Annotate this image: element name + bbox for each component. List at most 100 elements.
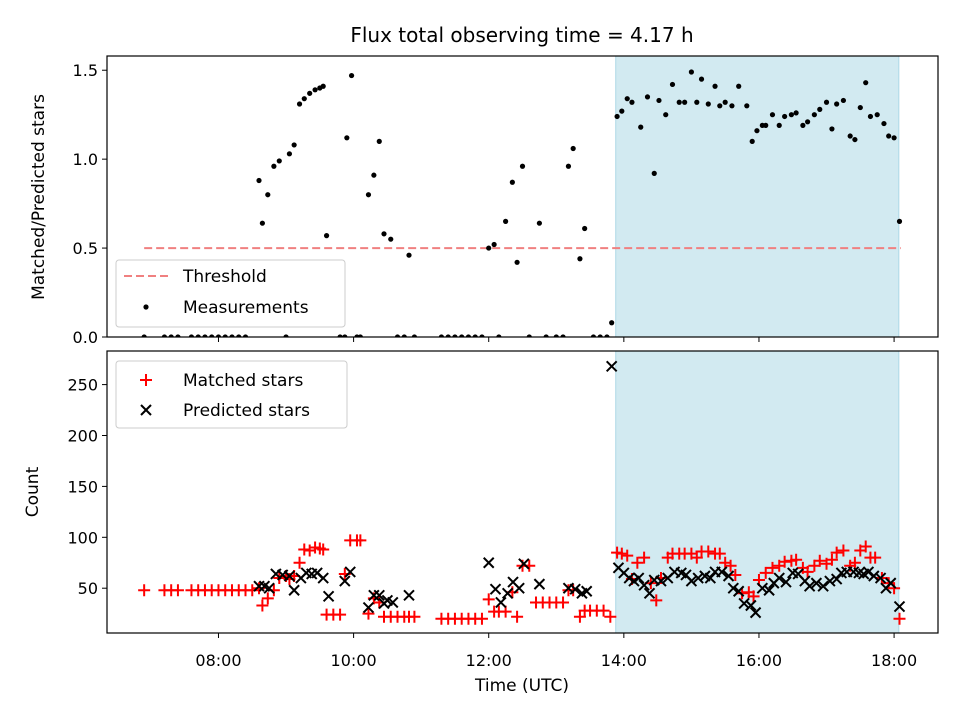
count-legend-box xyxy=(115,360,348,429)
matched-star-point xyxy=(808,559,821,572)
matched-star-point xyxy=(261,592,274,605)
measurement-point xyxy=(886,133,892,139)
measurement-point xyxy=(788,112,794,118)
measurement-point xyxy=(503,218,509,224)
measurement-point xyxy=(519,163,526,169)
measurement-point xyxy=(763,122,769,128)
measurement-point xyxy=(669,81,676,88)
measurement-point xyxy=(394,334,401,337)
measurement-point xyxy=(291,142,297,148)
measurement-point xyxy=(800,122,806,128)
measurements-legend-label: Measurements xyxy=(183,298,309,318)
measurement-point xyxy=(296,101,303,107)
x-tick-label: 12:00 xyxy=(466,651,512,670)
matched-star-point xyxy=(482,593,495,606)
matched-star-point xyxy=(138,584,151,597)
measurement-point xyxy=(590,334,597,337)
measurement-point xyxy=(445,334,451,337)
predicted-star-point xyxy=(580,585,593,597)
y-tick-label: 0.5 xyxy=(73,239,98,258)
matched-star-point xyxy=(690,551,703,564)
measurement-point xyxy=(656,97,662,104)
predicted-star-point xyxy=(893,600,906,613)
measurement-point xyxy=(188,334,195,337)
matched-star-point xyxy=(729,568,742,581)
measurement-point xyxy=(769,112,776,118)
y-tick-label: 150 xyxy=(67,477,98,496)
matched-star-point xyxy=(702,545,715,558)
matched-star-point xyxy=(801,565,814,578)
predicted-star-point xyxy=(317,572,329,584)
ratio-legend: Threshold Measurements xyxy=(115,259,346,328)
predicted-star-point xyxy=(533,578,546,590)
measurement-point xyxy=(381,231,387,237)
measurement-point xyxy=(242,334,249,337)
count-panel-frame xyxy=(106,350,939,634)
measurement-point xyxy=(881,120,887,127)
measurement-point xyxy=(891,135,897,141)
measurement-point xyxy=(202,334,208,337)
matched-star-point xyxy=(747,590,760,603)
measurement-point xyxy=(307,90,313,96)
predicted-star-point xyxy=(655,575,667,587)
measurement-point xyxy=(823,99,830,105)
measurement-point xyxy=(401,334,407,337)
x-tick-label: 10:00 xyxy=(331,651,377,670)
predicted-star-point xyxy=(483,557,495,569)
predicted-star-point xyxy=(518,558,530,570)
measurement-point xyxy=(609,320,615,326)
measurement-point xyxy=(840,97,847,104)
predicted-star-point xyxy=(489,583,502,595)
measurement-point xyxy=(376,138,382,144)
matched-star-point xyxy=(298,543,311,556)
measurement-point xyxy=(320,83,326,89)
matched-star-point xyxy=(759,566,772,579)
predicted-star-point xyxy=(824,575,836,587)
matched-legend-swatch xyxy=(140,374,152,386)
predicted-star-point xyxy=(716,566,728,578)
measurement-point xyxy=(852,136,858,143)
measurement-point xyxy=(265,192,271,198)
matched-star-point xyxy=(354,534,367,547)
measurement-point xyxy=(793,110,799,116)
measurement-point xyxy=(651,170,657,176)
measurement-point xyxy=(676,99,682,105)
measurement-point xyxy=(286,151,293,157)
matched-star-point xyxy=(837,544,850,557)
measurement-point xyxy=(337,334,343,337)
predicted-star-point xyxy=(749,606,762,619)
predicted-star-point xyxy=(817,580,829,592)
predicted-star-point xyxy=(884,577,897,589)
measurement-point xyxy=(276,158,282,164)
measurement-point xyxy=(776,122,782,128)
measurement-point xyxy=(857,104,863,111)
measurement-point xyxy=(438,334,445,337)
measurement-point xyxy=(195,334,201,337)
predicted-star-point xyxy=(403,589,415,602)
measurement-point xyxy=(694,99,700,105)
matched-star-point xyxy=(621,549,634,562)
matched-star-point xyxy=(650,594,663,607)
predicted-star-point xyxy=(387,596,399,609)
predicted-star-point xyxy=(339,575,351,587)
measurement-point xyxy=(729,103,735,109)
matched-star-point xyxy=(303,544,316,557)
x-axis-label: Time (UTC) xyxy=(474,676,569,696)
measurement-point xyxy=(811,112,817,118)
x-tick-label: 08:00 xyxy=(195,651,241,670)
matched-star-point xyxy=(638,551,651,564)
predicted-star-point xyxy=(803,580,816,592)
matched-star-point xyxy=(778,555,791,568)
measurement-point xyxy=(847,133,853,139)
matched-star-point xyxy=(246,584,259,597)
predicted-legend-label: Predicted stars xyxy=(183,401,310,421)
predicted-star-point xyxy=(501,587,514,600)
count-legend: Matched stars Predicted stars xyxy=(115,360,348,429)
matched-star-point xyxy=(317,543,330,556)
measurement-point xyxy=(867,113,874,120)
predicted-star-point xyxy=(810,577,823,589)
count-y-axis-label: Count xyxy=(23,466,43,517)
measurement-point xyxy=(604,334,610,337)
y-tick-label: 250 xyxy=(67,376,98,395)
